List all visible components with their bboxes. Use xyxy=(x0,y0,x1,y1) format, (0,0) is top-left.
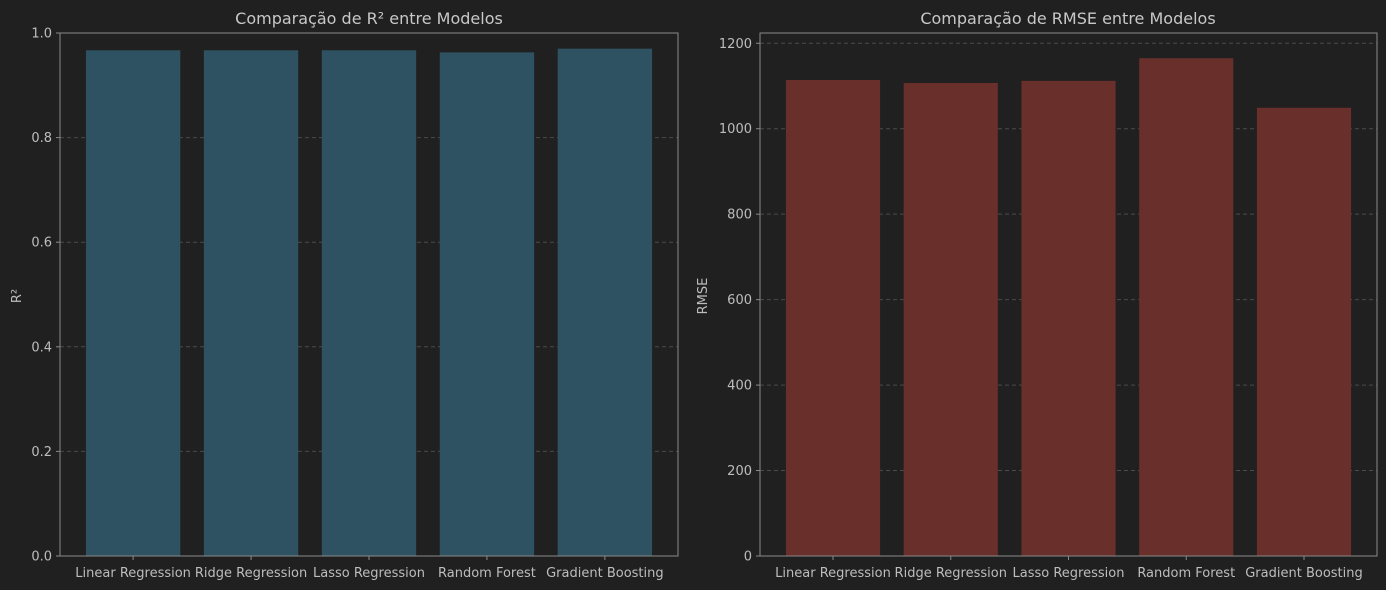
rmse-x-tick-label: Lasso Regression xyxy=(1013,566,1125,581)
rmse-chart: Comparação de RMSE entre Modelos RMSE 0 2… xyxy=(696,9,1378,581)
r2-x-tick-label: Lasso Regression xyxy=(313,566,425,581)
rmse-bar xyxy=(1256,107,1352,556)
r2-bar xyxy=(203,50,299,556)
rmse-axes-frame xyxy=(759,32,1378,557)
rmse-x-tick-label: Gradient Boosting xyxy=(1245,566,1363,581)
rmse-y-tick-label: 600 xyxy=(727,293,752,308)
r2-x-tick-label: Gradient Boosting xyxy=(546,566,664,581)
r2-bar xyxy=(439,52,535,556)
rmse-x-tick-label: Linear Regression xyxy=(775,566,891,581)
r2-bar xyxy=(557,48,653,556)
r2-axes-frame xyxy=(59,32,679,557)
rmse-x-tick-label: Random Forest xyxy=(1137,566,1235,581)
r2-bar xyxy=(321,50,417,556)
r2-y-tick-label: 1.0 xyxy=(31,27,52,42)
r2-bar xyxy=(85,50,181,556)
rmse-chart-title: Comparação de RMSE entre Modelos xyxy=(920,9,1215,28)
rmse-bar xyxy=(1021,80,1116,557)
rmse-y-tick-label: 1000 xyxy=(719,122,752,137)
rmse-y-tick-label: 0 xyxy=(744,550,752,565)
r2-y-axis-label: R² xyxy=(10,289,25,303)
r2-x-tick-label: Random Forest xyxy=(438,566,536,581)
rmse-y-tick-label: 800 xyxy=(727,208,752,223)
rmse-bar xyxy=(785,80,881,556)
r2-y-tick-label: 0.0 xyxy=(31,550,52,565)
rmse-x-tick-label: Ridge Regression xyxy=(895,566,1007,581)
rmse-y-axis-label: RMSE xyxy=(696,278,711,315)
r2-y-tick-label: 0.2 xyxy=(31,445,52,460)
r2-chart-title: Comparação de R² entre Modelos xyxy=(235,9,503,28)
r2-x-tick-label: Linear Regression xyxy=(75,566,191,581)
r2-chart: Comparação de R² entre Modelos R² 0.0 0.2… xyxy=(10,9,679,581)
rmse-y-tick-label: 200 xyxy=(727,464,752,479)
r2-y-tick-label: 0.6 xyxy=(31,236,52,251)
r2-y-tick-label: 0.8 xyxy=(31,131,52,146)
rmse-bar xyxy=(903,82,998,556)
r2-x-tick-label: Ridge Regression xyxy=(195,566,307,581)
rmse-y-tick-label: 1200 xyxy=(719,37,752,52)
rmse-bar xyxy=(1139,58,1234,557)
r2-y-tick-label: 0.4 xyxy=(31,340,52,355)
rmse-y-tick-label: 400 xyxy=(727,379,752,394)
